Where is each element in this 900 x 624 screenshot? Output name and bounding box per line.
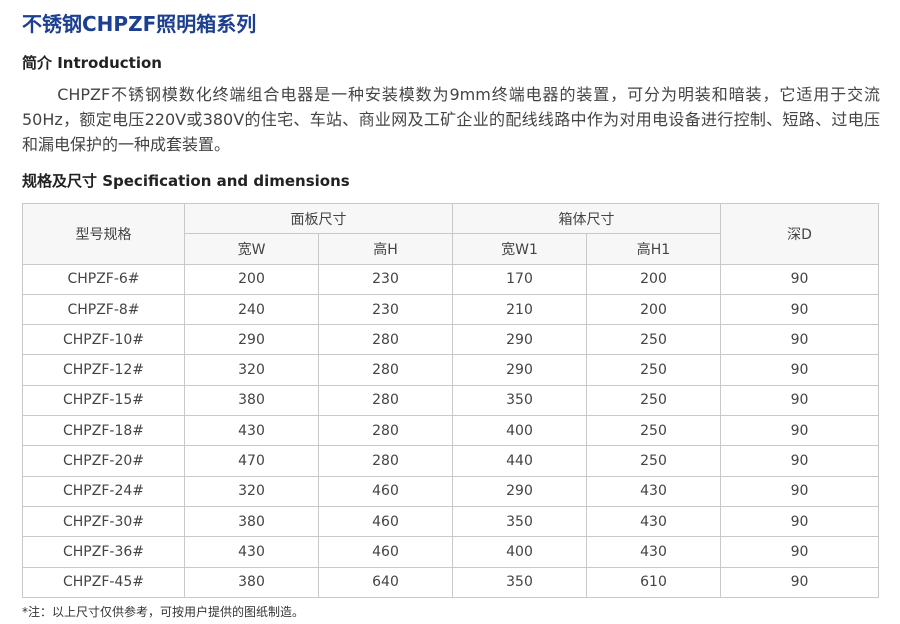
table-cell: 170 [452,263,587,295]
table-cell: 250 [586,354,721,386]
table-row: CHPZF-24# 320 460 290 430 90 [22,475,879,507]
table-cell: 90 [720,536,879,568]
section-heading: 简介 Introduction [22,54,162,72]
table-cell: 290 [452,324,587,356]
table-cell: 90 [720,324,879,356]
header-cell: 高H1 [586,233,721,265]
table-cell: 290 [184,324,319,356]
table-cell: 320 [184,354,319,386]
table-cell: 90 [720,263,879,295]
intro-text: CHPZF不锈钢模数化终端组合电器是一种安装模数为9mm终端电器的装置，可分为明… [22,85,880,154]
table-cell: CHPZF-15# [22,384,185,417]
header-cell: 宽W1 [452,233,587,265]
table-row: CHPZF-12# 320 280 290 250 90 [22,354,879,386]
table-cell: 640 [318,566,453,598]
table-row: CHPZF-18# 430 280 400 250 90 [22,415,879,447]
table-cell: 90 [720,384,879,417]
table-cell: 290 [452,354,587,386]
table-cell: CHPZF-10# [22,324,185,356]
table-cell: 230 [318,263,453,295]
table-cell: 400 [452,415,587,447]
table-row: CHPZF-8# 240 230 210 200 90 [22,293,879,326]
table-cell: 230 [318,293,453,326]
table-cell: CHPZF-6# [22,263,185,295]
table-cell: 90 [720,566,879,598]
table-cell: 90 [720,293,879,326]
table-cell: 460 [318,475,453,507]
table-cell: 250 [586,415,721,447]
table-cell: 90 [720,415,879,447]
table-cell: CHPZF-24# [22,475,185,507]
table-cell: 90 [720,475,879,507]
table-row: CHPZF-15# 380 280 350 250 90 [22,384,879,417]
header-cell: 型号规格 [22,203,185,265]
table-row: CHPZF-45# 380 640 350 610 90 [22,566,879,598]
table-cell: 240 [184,293,319,326]
table-cell: 440 [452,445,587,477]
table-cell: 320 [184,475,319,507]
header-cell: 深D [720,203,879,265]
table-cell: 400 [452,536,587,568]
table-cell: 200 [586,263,721,295]
table-cell: CHPZF-30# [22,505,185,538]
footnote: *注：以上尺寸仅供参考，可按用户提供的图纸制造。 [22,605,305,619]
table-cell: 280 [318,384,453,417]
table-cell: 430 [586,536,721,568]
table-cell: 250 [586,445,721,477]
table-row: CHPZF-30# 380 460 350 430 90 [22,505,879,538]
table-cell: 470 [184,445,319,477]
table-cell: CHPZF-20# [22,445,185,477]
table-cell: 90 [720,354,879,386]
table-cell: 250 [586,324,721,356]
header-cell: 高H [318,233,453,265]
table-cell: CHPZF-45# [22,566,185,598]
table-cell: CHPZF-8# [22,293,185,326]
header-cell: 宽W [184,233,319,265]
table-row: CHPZF-20# 470 280 440 250 90 [22,445,879,477]
section-heading: 规格及尺寸 Specification and dimensions [22,172,350,190]
table-cell: CHPZF-12# [22,354,185,386]
table-cell: 380 [184,384,319,417]
table-cell: 250 [586,384,721,417]
table-cell: 350 [452,384,587,417]
table-cell: 200 [184,263,319,295]
table-cell: 280 [318,324,453,356]
table-cell: 350 [452,566,587,598]
table-row: CHPZF-36# 430 460 400 430 90 [22,536,879,568]
table-cell: 460 [318,536,453,568]
table-cell: 430 [184,536,319,568]
table-cell: CHPZF-18# [22,415,185,447]
table-cell: 290 [452,475,587,507]
table-cell: 430 [586,505,721,538]
table-cell: 90 [720,445,879,477]
page-title: 不锈钢CHPZF照明箱系列 [22,12,257,36]
table-cell: 350 [452,505,587,538]
table-row: CHPZF-10# 290 280 290 250 90 [22,324,879,356]
table-cell: CHPZF-36# [22,536,185,568]
table-cell: 380 [184,505,319,538]
header-cell: 箱体尺寸 [452,202,721,235]
table-cell: 430 [586,475,721,507]
table-cell: 610 [586,566,721,598]
table-body: CHPZF-6# 200 230 170 200 90 CHPZF-8# 240 230 210 2… [22,263,879,598]
spec-table: 型号规格 面板尺寸 箱体尺寸 深D 宽W 高H 宽W1 高H1 CHPZF-6#… [22,202,879,598]
table-cell: 210 [452,293,587,326]
table-cell: 280 [318,445,453,477]
header-cell: 面板尺寸 [184,202,453,235]
table-cell: 280 [318,354,453,386]
table-cell: 280 [318,415,453,447]
table-cell: 430 [184,415,319,447]
table-row: CHPZF-6# 200 230 170 200 90 [22,263,879,295]
table-cell: 380 [184,566,319,598]
table-cell: 200 [586,293,721,326]
table-cell: 90 [720,505,879,538]
table-cell: 460 [318,505,453,538]
